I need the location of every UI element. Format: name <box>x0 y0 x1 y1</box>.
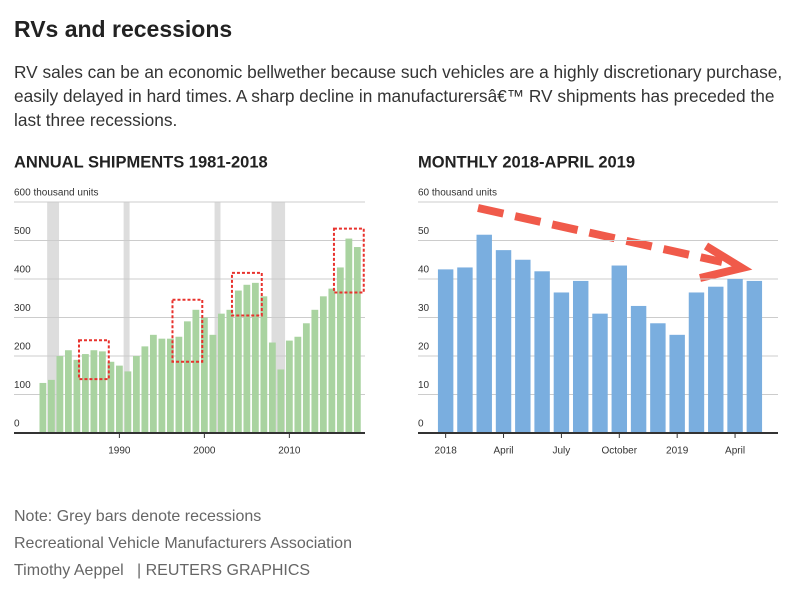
bar <box>457 267 473 433</box>
bar <box>268 342 276 433</box>
bar <box>495 250 512 433</box>
title: RVs and recessions <box>14 16 233 42</box>
highlight-box <box>230 271 263 317</box>
bar <box>107 361 115 433</box>
bar <box>98 351 106 433</box>
bar <box>630 305 647 433</box>
note: Timothy Aeppel | REUTERS GRAPHICS <box>14 562 311 579</box>
bar <box>294 336 302 433</box>
bar <box>553 292 570 433</box>
bar <box>234 290 242 433</box>
bar <box>319 296 327 433</box>
y-tick-label: 400 <box>14 265 31 276</box>
note: Recreational Vehicle Manufacturers Assoc… <box>14 535 352 552</box>
y-tick-label: 60 thousand units <box>418 188 497 199</box>
trend-arrow <box>477 204 723 266</box>
bar <box>183 321 191 433</box>
bar <box>302 323 310 433</box>
x-tick-label: 2010 <box>278 446 301 457</box>
x-tick-label: April <box>725 446 745 457</box>
bar <box>285 340 293 433</box>
bar <box>115 365 123 433</box>
bar <box>132 356 140 433</box>
bar <box>746 280 763 433</box>
bar <box>328 288 336 433</box>
bar <box>708 286 724 433</box>
chart-title: MONTHLY 2018-APRIL 2019 <box>418 153 635 171</box>
highlight-box <box>77 339 110 381</box>
x-tick-label: July <box>553 446 571 457</box>
bar <box>611 265 628 433</box>
x-tick-label: 2019 <box>666 446 689 457</box>
subtitle: RV sales can be an economic bellwether b… <box>14 62 783 130</box>
x-tick-label: April <box>494 446 514 457</box>
bar <box>260 296 268 433</box>
x-tick-label: 2000 <box>193 446 216 457</box>
y-tick-label: 50 <box>418 226 430 237</box>
bar <box>90 350 98 433</box>
bar <box>592 313 608 433</box>
bar <box>243 284 251 433</box>
bar <box>311 309 319 433</box>
x-tick-label: October <box>602 446 638 457</box>
bar <box>534 271 550 433</box>
y-tick-label: 100 <box>14 380 31 391</box>
bar <box>277 369 285 433</box>
bar <box>251 282 259 433</box>
bar <box>73 359 81 433</box>
bar <box>64 350 72 433</box>
y-tick-label: 40 <box>418 265 430 276</box>
y-tick-label: 10 <box>418 380 430 391</box>
highlight-box <box>332 227 365 294</box>
y-tick-label: 600 thousand units <box>14 188 99 199</box>
bar <box>515 259 531 433</box>
chart-title: ANNUAL SHIPMENTS 1981-2018 <box>14 153 268 171</box>
bar <box>209 334 217 433</box>
bar <box>141 346 149 433</box>
bar <box>200 317 208 433</box>
y-tick-label: 0 <box>14 419 20 430</box>
bar <box>149 334 157 433</box>
bar <box>353 247 361 433</box>
x-tick-label: 1990 <box>108 446 131 457</box>
bar <box>650 323 666 433</box>
y-tick-label: 30 <box>418 303 430 314</box>
note: Note: Grey bars denote recessions <box>14 508 262 525</box>
y-tick-label: 500 <box>14 226 31 237</box>
bar <box>727 279 743 433</box>
bar <box>437 269 454 433</box>
bar <box>192 309 200 433</box>
arrow-head <box>699 242 753 282</box>
x-tick-label: 2018 <box>435 446 458 457</box>
y-tick-label: 20 <box>418 342 430 353</box>
bar <box>226 309 234 433</box>
bar <box>158 338 166 433</box>
bar <box>688 292 705 433</box>
bar <box>572 280 589 433</box>
bar <box>669 334 685 433</box>
bar <box>56 356 64 433</box>
bar <box>39 382 47 433</box>
bar <box>175 336 183 433</box>
highlight-box <box>171 298 204 363</box>
y-tick-label: 0 <box>418 419 424 430</box>
bar <box>47 379 55 433</box>
charts: ANNUAL SHIPMENTS 1981-201801002003004005… <box>14 153 778 457</box>
bar <box>336 267 344 433</box>
bar <box>81 354 89 433</box>
bar <box>476 234 492 433</box>
bar <box>345 238 353 433</box>
bar <box>166 338 174 433</box>
y-tick-label: 200 <box>14 342 31 353</box>
bar <box>124 371 132 433</box>
bar <box>217 313 225 433</box>
y-tick-label: 300 <box>14 303 31 314</box>
